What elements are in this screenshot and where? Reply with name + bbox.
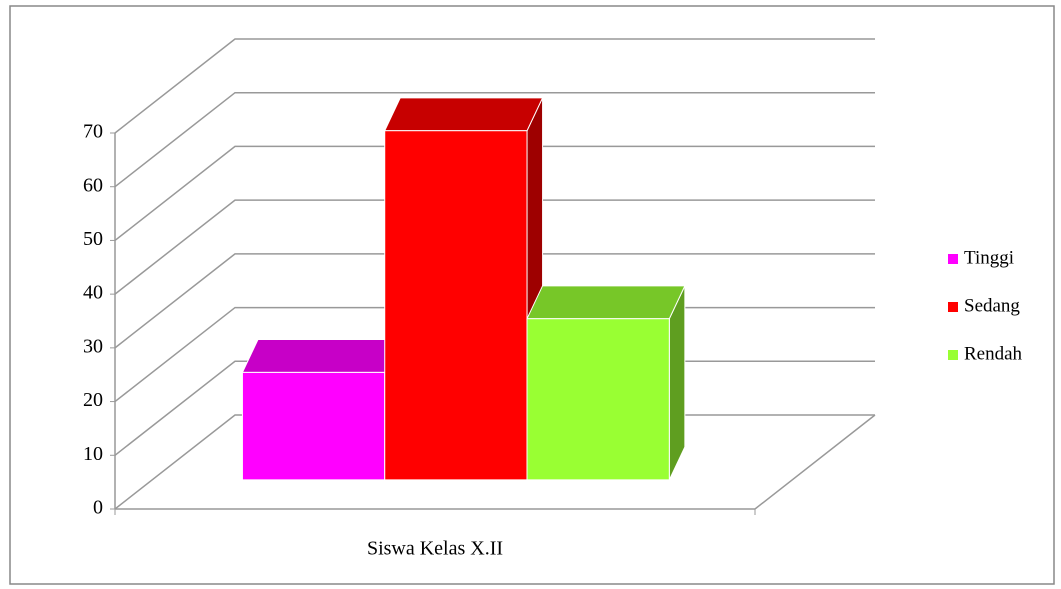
bar-front bbox=[241, 371, 386, 481]
x-tick-label: Siswa Kelas X.II bbox=[367, 538, 503, 560]
y-tick-label: 0 bbox=[93, 497, 103, 519]
y-tick-label: 30 bbox=[83, 335, 103, 357]
y-tick-label: 60 bbox=[83, 174, 103, 196]
legend-swatch bbox=[948, 254, 958, 264]
grid-line bbox=[114, 253, 875, 349]
grid-line bbox=[114, 145, 875, 242]
grid-line bbox=[114, 38, 875, 134]
legend-swatch bbox=[948, 350, 958, 360]
y-tick-label: 20 bbox=[83, 389, 103, 411]
legend-swatch bbox=[948, 302, 958, 312]
bar bbox=[383, 97, 544, 481]
bar-front bbox=[526, 318, 670, 481]
bar bbox=[526, 285, 686, 481]
legend-label: Rendah bbox=[964, 343, 1023, 364]
grid-line bbox=[114, 199, 875, 295]
legend-label: Sedang bbox=[964, 295, 1020, 316]
bar bbox=[241, 339, 402, 481]
grid-line bbox=[114, 91, 875, 188]
bar-top bbox=[383, 97, 544, 132]
bar-front bbox=[384, 130, 528, 481]
y-tick-label: 40 bbox=[83, 282, 103, 304]
y-tick-label: 50 bbox=[83, 228, 103, 250]
y-tick-label: 70 bbox=[83, 121, 103, 143]
legend-label: Tinggi bbox=[964, 247, 1014, 268]
bar-top bbox=[241, 339, 402, 373]
bar-top bbox=[526, 285, 686, 320]
y-tick-label: 10 bbox=[83, 443, 103, 465]
